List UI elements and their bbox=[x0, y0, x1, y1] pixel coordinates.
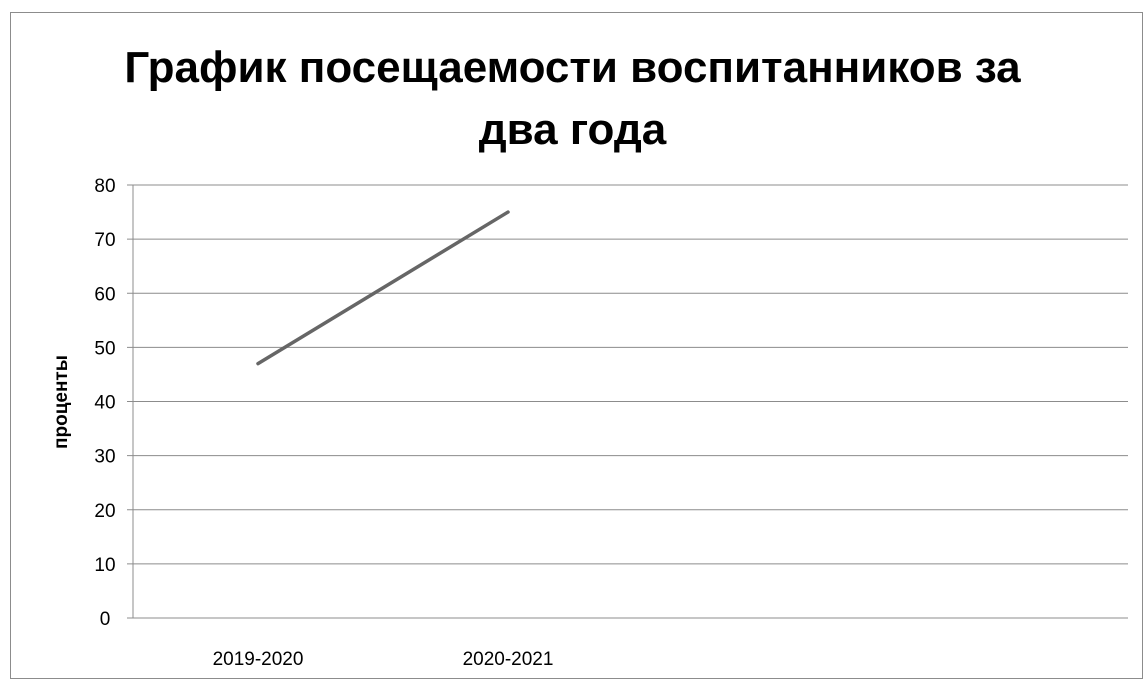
series-line-0 bbox=[256, 210, 510, 366]
chart-title-line-1: График посещаемости воспитанников за bbox=[124, 43, 1021, 92]
y-tick-label: 0 bbox=[100, 609, 111, 630]
y-tick-label: 30 bbox=[94, 447, 115, 468]
x-tick-label: 2020-2021 bbox=[463, 649, 554, 670]
chart-area bbox=[10, 12, 1143, 679]
y-tick-label: 20 bbox=[94, 501, 115, 522]
y-tick-label: 80 bbox=[94, 176, 115, 197]
x-tick-label: 2019-2020 bbox=[213, 649, 304, 670]
y-tick-label: 40 bbox=[94, 393, 115, 414]
y-tick-label: 70 bbox=[94, 230, 115, 251]
chart-title-line-2: два года bbox=[478, 105, 667, 154]
y-tick-label: 60 bbox=[94, 284, 115, 305]
y-tick-label: 50 bbox=[94, 338, 115, 359]
y-tick-label: 10 bbox=[94, 555, 115, 576]
